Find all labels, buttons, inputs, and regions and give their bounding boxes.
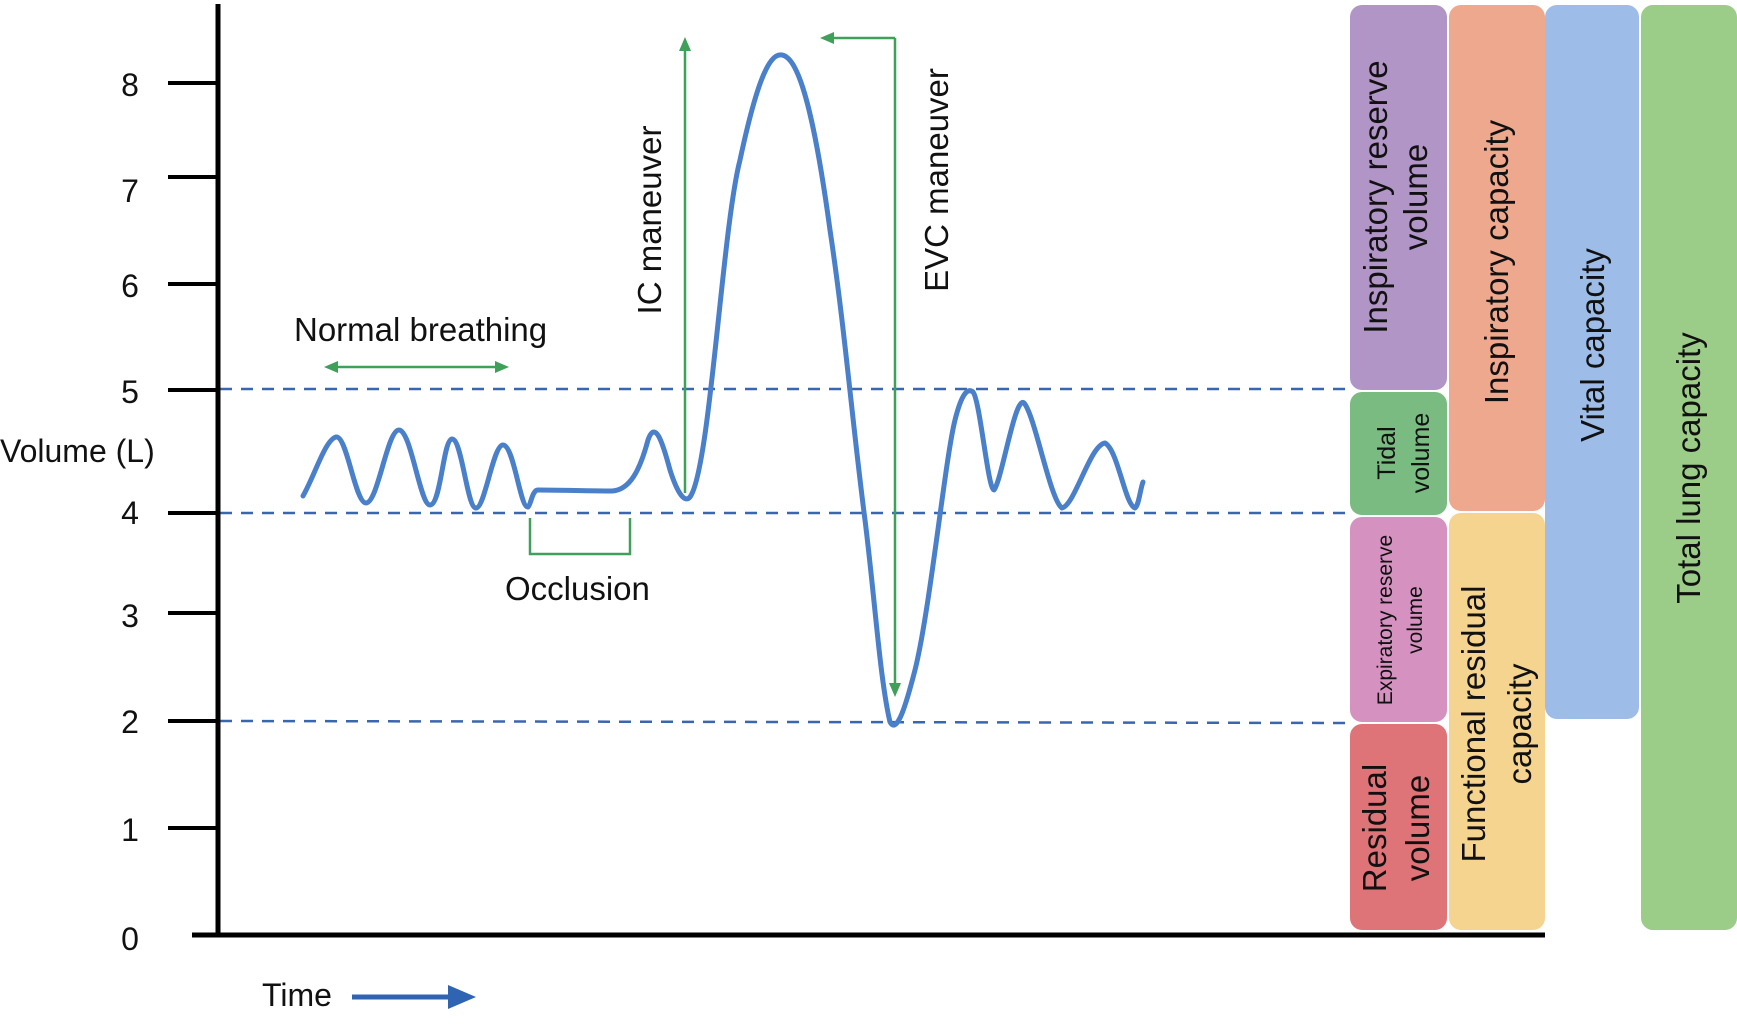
frc-label-line2: capacity <box>1501 663 1538 785</box>
tidal-label-line1: Tidal <box>1373 426 1401 479</box>
x-axis-title: Time <box>262 977 332 1013</box>
dashed-line-2L <box>219 719 1353 725</box>
erv-label-line1: Expiratory reserve <box>1374 535 1397 705</box>
tick-label-6: 6 <box>121 268 139 304</box>
bar-total-lung-capacity <box>1641 5 1737 930</box>
bar-vital-capacity <box>1545 5 1639 719</box>
tick-label-5: 5 <box>121 374 139 410</box>
tick-label-3: 3 <box>121 598 139 634</box>
normal-breathing-arrow <box>324 361 509 373</box>
time-arrow <box>352 985 476 1009</box>
occlusion-label: Occlusion <box>505 570 650 607</box>
irv-label-line2: volume <box>1397 144 1434 250</box>
bar-inspiratory-capacity <box>1449 5 1545 511</box>
rv-label-line2: volume <box>1399 775 1436 881</box>
ic-label: Inspiratory capacity <box>1478 119 1515 404</box>
occlusion-bracket <box>528 518 632 556</box>
y-ticks <box>168 81 218 830</box>
axes <box>192 4 1545 938</box>
irv-label-line1: Inspiratory reserve <box>1357 60 1394 333</box>
evc-maneuver-label: EVC maneuver <box>918 68 955 292</box>
evc-maneuver-arrow <box>820 32 901 697</box>
ic-maneuver-arrow <box>679 37 691 493</box>
frc-label-line1: Functional residual <box>1455 586 1492 863</box>
bar-functional-residual-capacity <box>1449 513 1545 930</box>
tidal-label-line2: volume <box>1407 413 1435 494</box>
vc-label: Vital capacity <box>1574 248 1611 442</box>
tick-label-7: 7 <box>121 173 139 209</box>
tlc-label: Total lung capacity <box>1670 332 1707 604</box>
rv-label-line1: Residual <box>1356 764 1393 892</box>
tick-label-1: 1 <box>121 812 139 848</box>
volume-trace <box>300 52 1146 728</box>
ic-maneuver-label: IC maneuver <box>631 126 668 315</box>
y-axis-title: Volume (L) <box>0 433 155 469</box>
tick-label-2: 2 <box>121 704 139 740</box>
tick-label-4: 4 <box>121 495 139 531</box>
tick-label-8: 8 <box>121 67 139 103</box>
lung-volume-bars: Inspiratory reserve volume Tidal volume … <box>1350 5 1737 930</box>
bar-tidal-volume <box>1350 392 1447 515</box>
erv-label-line2: volume <box>1404 586 1427 654</box>
bar-inspiratory-reserve-volume <box>1350 5 1447 390</box>
bar-residual-volume <box>1350 724 1447 930</box>
bar-expiratory-reserve-volume <box>1350 517 1447 722</box>
y-tick-labels: 8 7 6 5 4 3 2 1 0 <box>121 67 139 957</box>
tick-label-0: 0 <box>121 921 139 957</box>
normal-breathing-label: Normal breathing <box>294 311 547 348</box>
